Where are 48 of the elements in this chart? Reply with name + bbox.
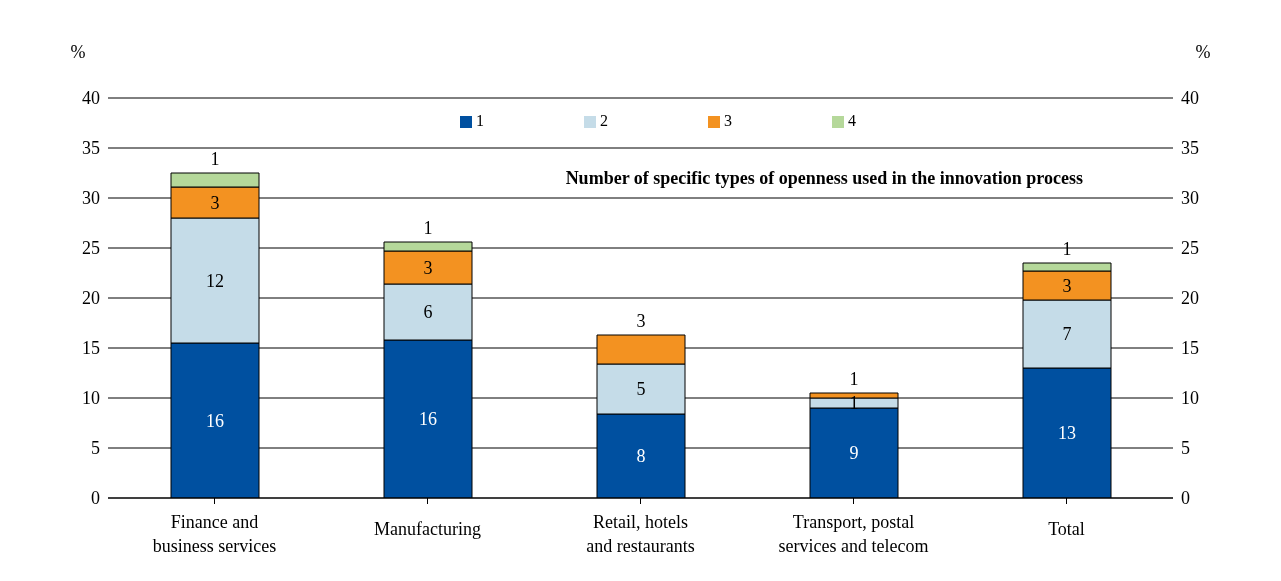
data-label: 5	[636, 379, 646, 399]
y2-tick-label: 10	[1181, 388, 1199, 409]
data-label: 3	[423, 257, 433, 278]
y2-tick-label: 30	[1181, 188, 1199, 209]
y-tick-label: 25	[82, 238, 100, 259]
y-tick-label: 35	[82, 138, 100, 159]
data-label: 3	[636, 311, 646, 331]
data-label: 1	[1062, 239, 1072, 259]
y-tick-label: 0	[91, 488, 100, 509]
data-label: 1	[849, 369, 859, 389]
data-label: 13	[1058, 423, 1076, 443]
data-label: 1	[423, 218, 433, 238]
data-label: 1	[210, 149, 220, 169]
data-label: 3	[210, 192, 220, 213]
text: Number of specific types of openness used in the innovation process	[565, 168, 1083, 188]
legend-label: 3	[724, 112, 732, 129]
y-tick-label: 15	[82, 338, 100, 359]
y2-tick-label: 40	[1181, 88, 1199, 109]
x-tick-label: Transport, postal services and telecom	[778, 512, 929, 556]
y2-tick-label: 0	[1181, 488, 1190, 509]
y-tick-label: 40	[82, 88, 100, 109]
legend-label: 1	[476, 112, 484, 129]
data-label: 7	[1062, 324, 1072, 344]
y-tick-label: 10	[82, 388, 100, 409]
data-label: 9	[849, 443, 859, 463]
data-label: 16	[419, 409, 437, 429]
y-tick-label: 20	[82, 288, 100, 309]
data-label: 1	[849, 393, 859, 413]
y-tick-label: 30	[82, 188, 100, 209]
data-label: 8	[636, 446, 646, 466]
y-tick-label: 5	[91, 438, 100, 459]
y2-tick-label: 35	[1181, 138, 1199, 159]
x-tick-label: Finance and business services	[152, 512, 277, 556]
y-axis-title: %	[70, 42, 86, 62]
data-label: 6	[423, 302, 433, 322]
y2-axis-title: %	[1195, 42, 1211, 62]
y2-tick-label: 15	[1181, 338, 1199, 359]
data-label: 3	[1062, 275, 1072, 296]
data-label: 16	[206, 410, 224, 431]
y2-tick-label: 25	[1181, 238, 1199, 259]
x-tick-label: Total	[1048, 519, 1085, 540]
legend-label: 4	[848, 112, 856, 129]
legend-label: 2	[600, 112, 608, 129]
y2-tick-label: 5	[1181, 438, 1190, 459]
y2-tick-label: 20	[1181, 288, 1199, 309]
x-tick-label: Manufacturing	[374, 519, 481, 540]
data-label: 12	[206, 270, 224, 291]
x-tick-label: Retail, hotels and restaurants	[586, 512, 695, 556]
